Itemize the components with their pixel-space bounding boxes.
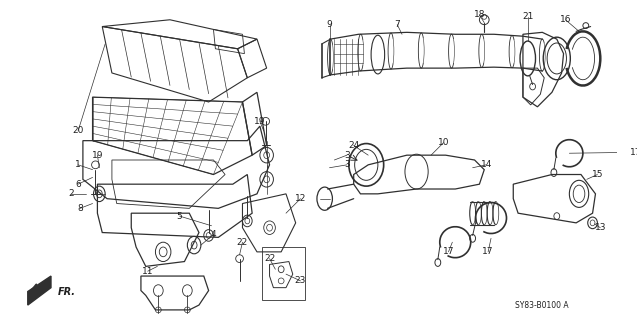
- Text: 18: 18: [474, 11, 485, 20]
- Text: 17: 17: [443, 247, 454, 256]
- Text: 20: 20: [73, 126, 83, 135]
- Text: 24: 24: [348, 141, 359, 150]
- Text: 16: 16: [560, 15, 571, 24]
- Text: 19: 19: [92, 151, 103, 160]
- Text: 8: 8: [77, 204, 83, 213]
- Text: 1: 1: [75, 160, 81, 169]
- Text: 5: 5: [176, 212, 182, 220]
- Text: 17: 17: [631, 148, 637, 157]
- Text: 7: 7: [394, 20, 400, 29]
- Text: 15: 15: [592, 170, 603, 179]
- Polygon shape: [28, 276, 51, 305]
- Text: 23: 23: [295, 276, 306, 285]
- Text: 6: 6: [75, 180, 81, 189]
- Text: 22: 22: [237, 238, 248, 247]
- Text: 14: 14: [480, 160, 492, 169]
- Text: 12: 12: [295, 194, 306, 203]
- Text: 21: 21: [522, 12, 533, 21]
- Text: 17: 17: [482, 247, 494, 256]
- Text: 22: 22: [264, 254, 275, 263]
- Text: 3: 3: [344, 151, 350, 160]
- Text: SY83-B0100 A: SY83-B0100 A: [515, 300, 569, 309]
- Text: 13: 13: [594, 223, 606, 232]
- Text: 19: 19: [254, 117, 266, 126]
- Text: 10: 10: [438, 138, 449, 147]
- Text: 4: 4: [211, 230, 217, 239]
- Text: 11: 11: [142, 267, 154, 276]
- Text: 9: 9: [327, 20, 333, 29]
- Text: 3: 3: [344, 160, 350, 169]
- Text: FR.: FR.: [57, 286, 75, 297]
- Text: 2: 2: [69, 189, 74, 198]
